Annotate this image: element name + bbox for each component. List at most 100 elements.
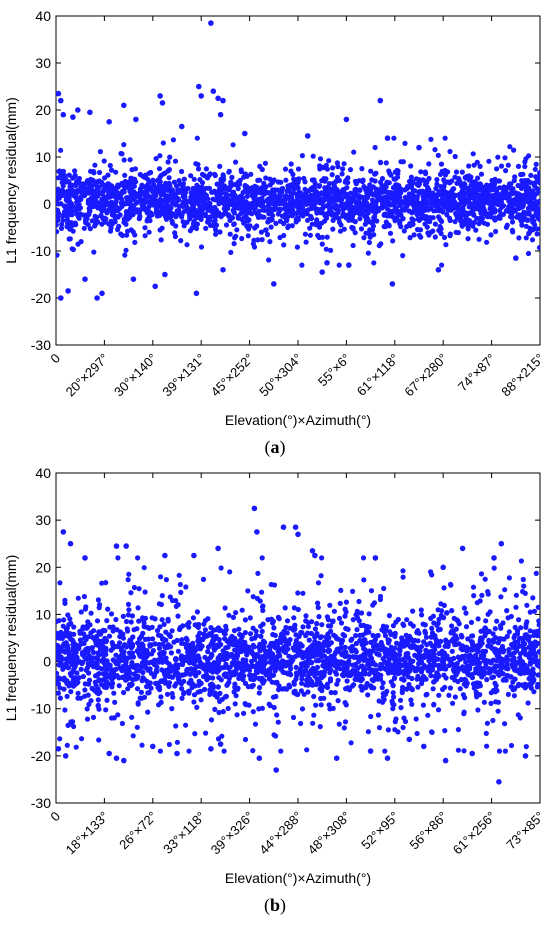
data-point — [156, 177, 161, 182]
data-point — [513, 208, 518, 213]
data-point — [493, 626, 498, 631]
data-point — [381, 586, 386, 591]
data-point — [74, 745, 79, 750]
data-point — [377, 243, 382, 248]
data-point — [176, 649, 181, 654]
data-point — [322, 185, 327, 190]
data-point — [163, 199, 168, 204]
data-point — [443, 242, 448, 247]
data-point — [304, 747, 309, 752]
data-point — [396, 189, 401, 194]
data-point — [233, 160, 238, 165]
data-point — [319, 702, 324, 707]
data-point — [269, 225, 274, 230]
data-point — [167, 183, 172, 188]
data-point — [295, 590, 300, 595]
x-tick-label: 48°×308° — [305, 809, 354, 858]
data-point — [369, 588, 374, 593]
data-point — [484, 212, 489, 217]
data-point — [431, 614, 436, 619]
data-point-outlier — [344, 117, 350, 123]
data-point — [278, 180, 283, 185]
data-point — [85, 706, 90, 711]
data-point — [313, 649, 318, 654]
data-point — [204, 166, 209, 171]
data-point — [288, 637, 293, 642]
data-point — [289, 203, 294, 208]
data-point — [296, 180, 301, 185]
data-point — [177, 178, 182, 183]
data-point — [423, 169, 428, 174]
data-point — [410, 200, 415, 205]
data-point — [471, 179, 476, 184]
data-point — [289, 195, 294, 200]
data-point — [118, 212, 123, 217]
data-point — [272, 205, 277, 210]
data-point — [120, 668, 125, 673]
data-point — [303, 232, 308, 237]
data-point — [190, 685, 195, 690]
data-point — [91, 170, 96, 175]
data-point — [482, 700, 487, 705]
y-tick-label: -20 — [31, 748, 51, 764]
data-point — [243, 617, 248, 622]
data-point — [521, 584, 526, 589]
data-point — [316, 614, 321, 619]
data-point — [252, 244, 257, 249]
data-point — [82, 694, 87, 699]
data-point — [313, 626, 318, 631]
data-point — [361, 184, 366, 189]
data-point — [272, 582, 277, 587]
data-point — [78, 185, 83, 190]
data-point — [421, 622, 426, 627]
data-point — [294, 217, 299, 222]
data-point — [456, 727, 461, 732]
data-point — [489, 178, 494, 183]
data-point — [516, 196, 521, 201]
data-point — [142, 624, 147, 629]
data-point — [261, 207, 266, 212]
data-point — [221, 709, 226, 714]
data-point — [425, 200, 430, 205]
data-point — [347, 687, 352, 692]
data-point — [248, 631, 253, 636]
caption-letter: a — [271, 437, 280, 457]
data-point — [229, 652, 234, 657]
data-point — [255, 202, 260, 207]
data-point-outlier — [305, 133, 311, 139]
data-point — [252, 210, 257, 215]
data-point — [117, 683, 122, 688]
data-point — [237, 200, 242, 205]
data-point — [311, 177, 316, 182]
data-point — [160, 184, 165, 189]
data-point — [341, 632, 346, 637]
data-point — [424, 635, 429, 640]
data-point — [119, 151, 124, 156]
data-point — [113, 617, 118, 622]
data-point — [373, 662, 378, 667]
data-point — [78, 197, 83, 202]
data-point — [496, 195, 501, 200]
data-point — [337, 263, 342, 268]
data-point — [319, 555, 324, 560]
data-point — [92, 163, 97, 168]
data-point — [501, 194, 506, 199]
data-point — [330, 165, 335, 170]
data-point — [485, 721, 490, 726]
data-point — [115, 208, 120, 213]
y-tick-label: 0 — [43, 196, 51, 212]
data-point — [295, 245, 300, 250]
data-point — [493, 201, 498, 206]
data-point — [57, 195, 62, 200]
data-point — [342, 650, 347, 655]
data-point — [509, 743, 514, 748]
data-point — [469, 639, 474, 644]
data-point — [476, 192, 481, 197]
data-point — [344, 702, 349, 707]
data-point — [329, 198, 334, 203]
data-point — [147, 642, 152, 647]
data-point — [522, 194, 527, 199]
data-point — [211, 197, 216, 202]
